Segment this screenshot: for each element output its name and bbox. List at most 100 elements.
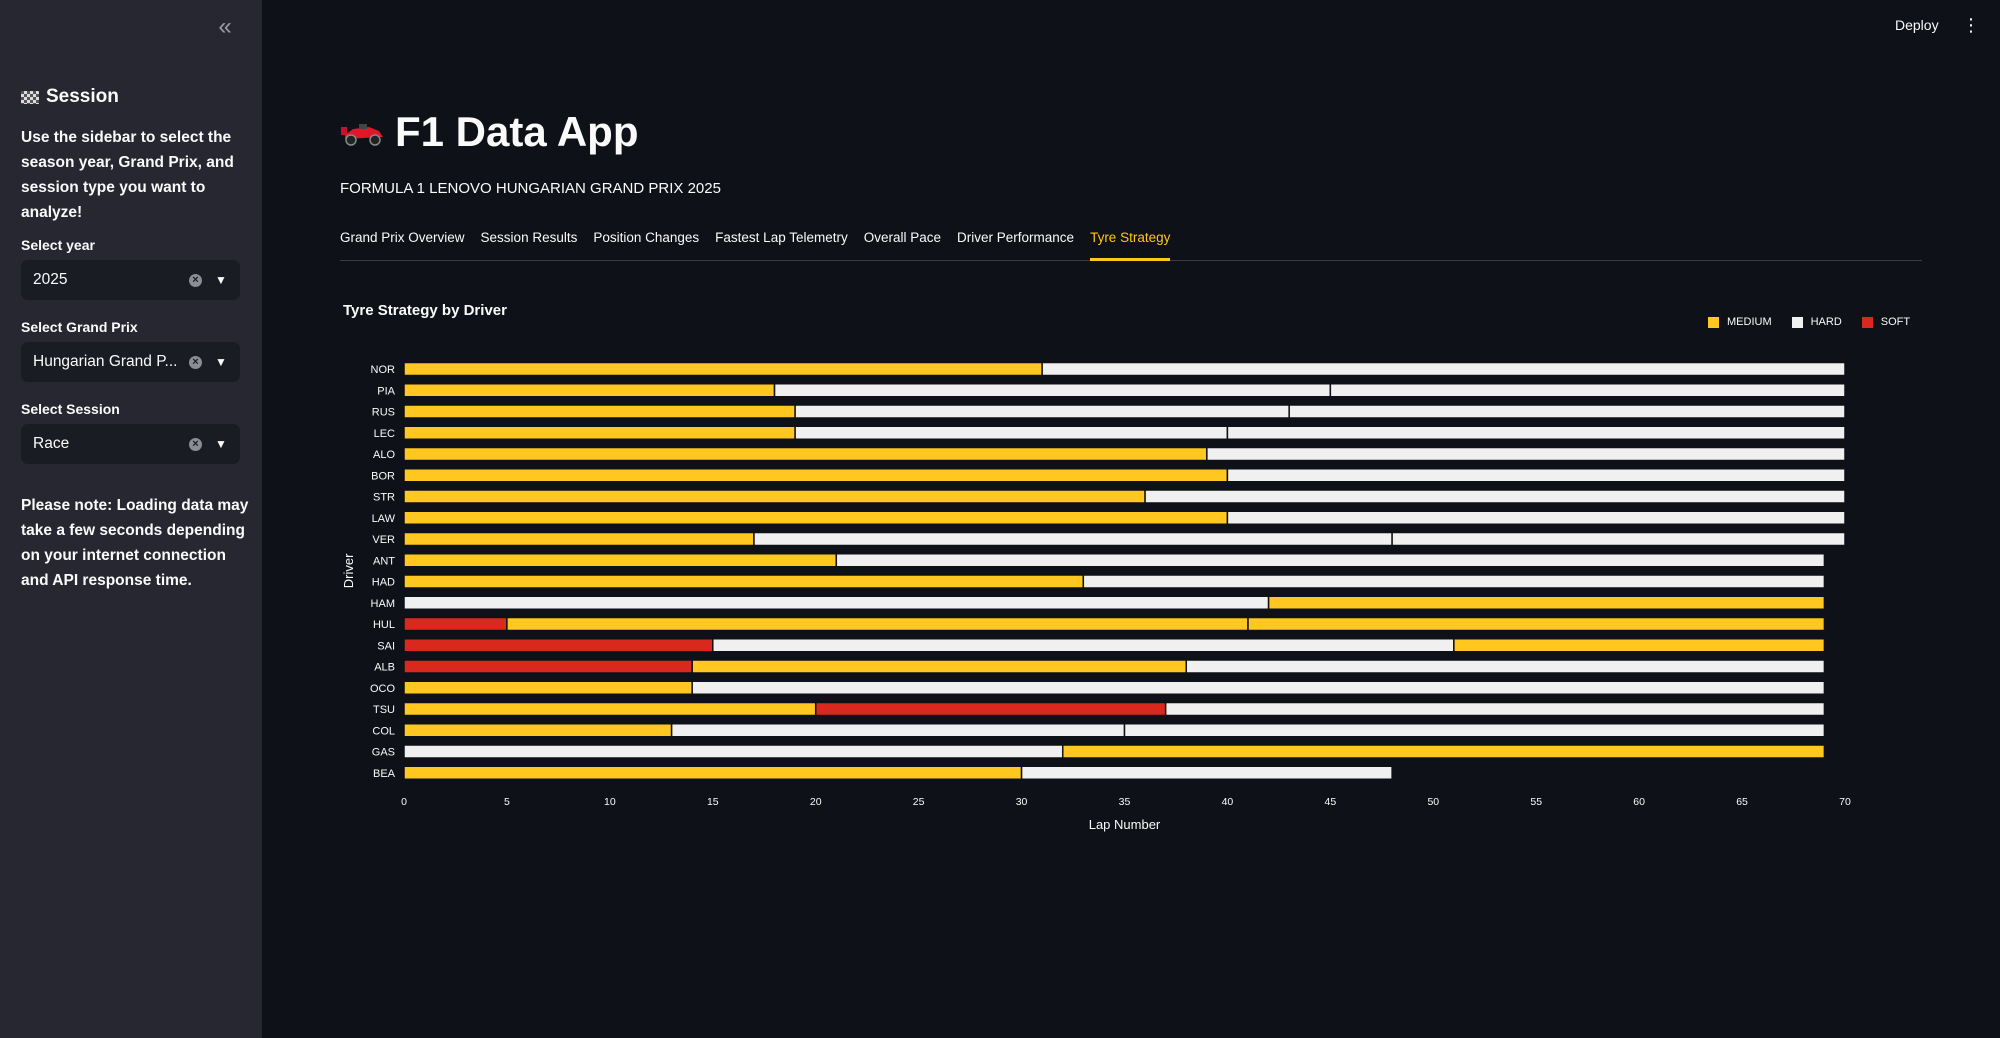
sidebar-note: Please note: Loading data may take a few… bbox=[21, 493, 251, 593]
x-axis-label: Lap Number bbox=[1089, 817, 1161, 832]
sidebar-title: Session bbox=[21, 86, 119, 108]
page-title: F1 Data App bbox=[339, 108, 638, 156]
session-select-value: Race bbox=[33, 435, 70, 452]
x-tick-label-30: 30 bbox=[1016, 796, 1028, 808]
sidebar-description: Use the sidebar to select the season yea… bbox=[21, 129, 234, 221]
driver-label-ver: VER bbox=[372, 534, 395, 546]
stint-bar-alb-1 bbox=[403, 659, 693, 674]
stint-bar-sai-1 bbox=[403, 638, 714, 653]
stint-bar-had-1 bbox=[403, 574, 1085, 589]
stint-bar-ver-3 bbox=[1391, 531, 1846, 547]
sidebar-title-text: Session bbox=[46, 86, 119, 107]
stint-bar-alo-1 bbox=[403, 446, 1208, 462]
x-tick-label-55: 55 bbox=[1530, 796, 1542, 808]
stint-bar-pia-3 bbox=[1329, 383, 1846, 398]
stint-bar-gas-2 bbox=[1061, 744, 1826, 759]
driver-label-law: LAW bbox=[372, 513, 396, 525]
stint-bar-lec-1 bbox=[403, 425, 796, 440]
driver-label-pia: PIA bbox=[377, 385, 395, 397]
driver-label-oco: OCO bbox=[370, 683, 396, 695]
checkered-flag-icon bbox=[21, 90, 39, 104]
chart-legend: MEDIUM HARD SOFT bbox=[1708, 316, 1910, 328]
note-bold: Please note: bbox=[21, 497, 113, 514]
stint-bar-col-1 bbox=[403, 723, 673, 738]
legend-label-hard: HARD bbox=[1810, 316, 1842, 328]
tab-session-results[interactable]: Session Results bbox=[480, 230, 578, 245]
stint-bar-law-2 bbox=[1226, 510, 1846, 525]
year-select-value: 2025 bbox=[33, 271, 68, 288]
stint-bar-ant-1 bbox=[403, 553, 838, 568]
x-tick-label-65: 65 bbox=[1736, 796, 1748, 808]
legend-label-medium: MEDIUM bbox=[1727, 316, 1772, 328]
driver-label-gas: GAS bbox=[372, 747, 395, 759]
tab-grand-prix-overview[interactable]: Grand Prix Overview bbox=[340, 230, 465, 245]
stint-bar-ham-2 bbox=[1267, 595, 1826, 610]
tab-driver-performance[interactable]: Driver Performance bbox=[957, 230, 1075, 245]
grand-prix-select[interactable]: Hungarian Grand P... × ▼ bbox=[21, 342, 240, 382]
collapse-sidebar-button[interactable]: « bbox=[210, 14, 240, 40]
x-tick-label-10: 10 bbox=[604, 796, 616, 808]
driver-label-hul: HUL bbox=[373, 619, 395, 631]
legend-item-hard[interactable]: HARD bbox=[1791, 316, 1842, 328]
legend-label-soft: SOFT bbox=[1880, 316, 1911, 328]
driver-label-lec: LEC bbox=[374, 428, 395, 440]
x-tick-label-40: 40 bbox=[1222, 796, 1234, 808]
x-tick-label-45: 45 bbox=[1325, 796, 1337, 808]
driver-label-bea: BEA bbox=[373, 768, 396, 780]
x-tick-label-50: 50 bbox=[1427, 796, 1439, 808]
driver-label-sai: SAI bbox=[377, 640, 395, 652]
x-tick-label-70: 70 bbox=[1839, 796, 1851, 808]
clear-icon[interactable]: × bbox=[189, 355, 202, 369]
clear-icon[interactable]: × bbox=[189, 273, 202, 287]
stint-bar-oco-1 bbox=[403, 680, 693, 695]
stint-bar-tsu-2 bbox=[814, 701, 1167, 717]
stint-bar-hul-3 bbox=[1247, 616, 1826, 632]
stint-bar-lec-2 bbox=[794, 425, 1229, 440]
tab-overall-pace[interactable]: Overall Pace bbox=[863, 230, 942, 245]
deploy-button[interactable]: Deploy bbox=[1895, 17, 1939, 33]
stint-bar-str-1 bbox=[403, 489, 1146, 504]
page-title-text: F1 Data App bbox=[395, 108, 639, 155]
legend-item-medium[interactable]: MEDIUM bbox=[1708, 316, 1772, 328]
x-tick-label-5: 5 bbox=[504, 796, 510, 808]
tab-position-changes[interactable]: Position Changes bbox=[593, 230, 700, 245]
tab-tyre-strategy[interactable]: Tyre Strategy bbox=[1090, 228, 1171, 261]
driver-label-nor: NOR bbox=[371, 364, 396, 376]
stint-bar-tsu-3 bbox=[1164, 701, 1826, 717]
stint-bar-bor-1 bbox=[403, 468, 1229, 483]
stint-bar-pia-2 bbox=[773, 383, 1332, 398]
driver-label-had: HAD bbox=[372, 577, 395, 589]
tab-fastest-lap-telemetry[interactable]: Fastest Lap Telemetry bbox=[715, 230, 848, 245]
legend-item-soft[interactable]: SOFT bbox=[1861, 316, 1911, 328]
session-select[interactable]: Race × ▼ bbox=[21, 424, 240, 464]
note-text: Loading data may take a few seconds depe… bbox=[21, 497, 249, 589]
x-tick-label-15: 15 bbox=[707, 796, 719, 808]
chevron-down-icon[interactable]: ▼ bbox=[215, 273, 227, 287]
stint-bar-col-3 bbox=[1123, 723, 1826, 738]
driver-label-tsu: TSU bbox=[373, 704, 395, 716]
stint-bar-nor-1 bbox=[403, 361, 1043, 377]
driver-label-str: STR bbox=[373, 492, 395, 504]
session-label: Select Session bbox=[21, 401, 120, 417]
year-select[interactable]: 2025 × ▼ bbox=[21, 260, 240, 300]
stint-bar-oco-2 bbox=[691, 680, 1826, 695]
grand-prix-label: Select Grand Prix bbox=[21, 319, 138, 335]
y-axis-label: Driver bbox=[341, 553, 356, 588]
clear-icon[interactable]: × bbox=[189, 437, 202, 451]
chevron-down-icon[interactable]: ▼ bbox=[215, 355, 227, 369]
stint-bar-alb-2 bbox=[691, 659, 1188, 674]
x-tick-label-35: 35 bbox=[1119, 796, 1131, 808]
stint-bar-bor-2 bbox=[1226, 468, 1846, 483]
stint-bar-sai-3 bbox=[1453, 638, 1826, 653]
stint-bar-alb-3 bbox=[1185, 659, 1826, 674]
double-chevron-left-icon: « bbox=[218, 13, 232, 40]
stint-bar-rus-2 bbox=[794, 404, 1290, 419]
stint-bar-hul-1 bbox=[403, 616, 508, 632]
stint-bar-pia-1 bbox=[403, 383, 776, 398]
driver-label-ant: ANT bbox=[373, 555, 395, 567]
chevron-down-icon[interactable]: ▼ bbox=[215, 437, 227, 451]
stint-bar-col-2 bbox=[670, 723, 1126, 738]
stint-bar-nor-2 bbox=[1041, 361, 1846, 377]
stint-bar-tsu-1 bbox=[403, 701, 817, 717]
